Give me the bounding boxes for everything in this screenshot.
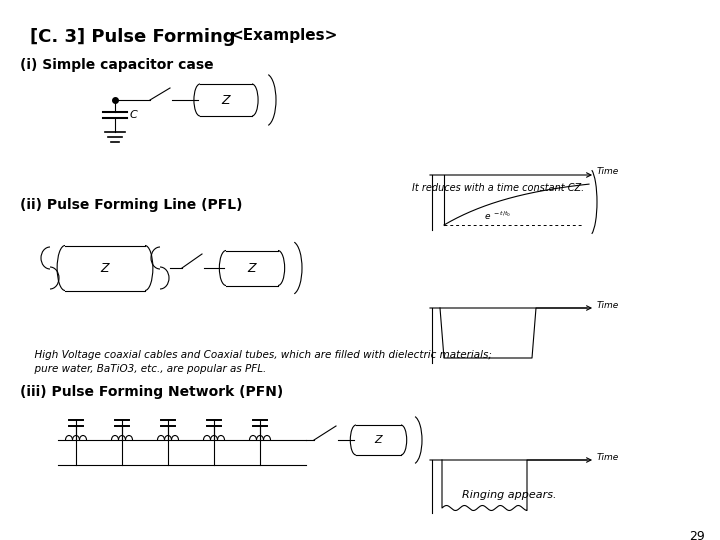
Text: Z: Z — [222, 93, 230, 106]
Text: (i) Simple capacitor case: (i) Simple capacitor case — [20, 58, 214, 72]
Text: Time: Time — [597, 167, 619, 177]
Text: Time: Time — [597, 300, 619, 309]
Text: (ii) Pulse Forming Line (PFL): (ii) Pulse Forming Line (PFL) — [20, 198, 243, 212]
Text: Z: Z — [374, 435, 382, 445]
Text: It reduces with a time constant CZ.: It reduces with a time constant CZ. — [412, 183, 584, 193]
Text: Z: Z — [101, 261, 109, 274]
Text: Time: Time — [597, 453, 619, 462]
Text: Z: Z — [248, 261, 256, 274]
Text: High Voltage coaxial cables and Coaxial tubes, which are filled with dielectric : High Voltage coaxial cables and Coaxial … — [28, 350, 492, 360]
Text: Ringing appears.: Ringing appears. — [462, 490, 557, 500]
Text: (iii) Pulse Forming Network (PFN): (iii) Pulse Forming Network (PFN) — [20, 385, 283, 399]
Text: $e^{\ -t/t_0}$: $e^{\ -t/t_0}$ — [484, 210, 511, 222]
Text: pure water, BaTiO3, etc., are popular as PFL.: pure water, BaTiO3, etc., are popular as… — [28, 364, 266, 374]
Text: [C. 3] Pulse Forming: [C. 3] Pulse Forming — [30, 28, 235, 46]
Text: 29: 29 — [689, 530, 705, 540]
Text: <Examples>: <Examples> — [230, 28, 338, 43]
Text: C: C — [130, 110, 138, 120]
